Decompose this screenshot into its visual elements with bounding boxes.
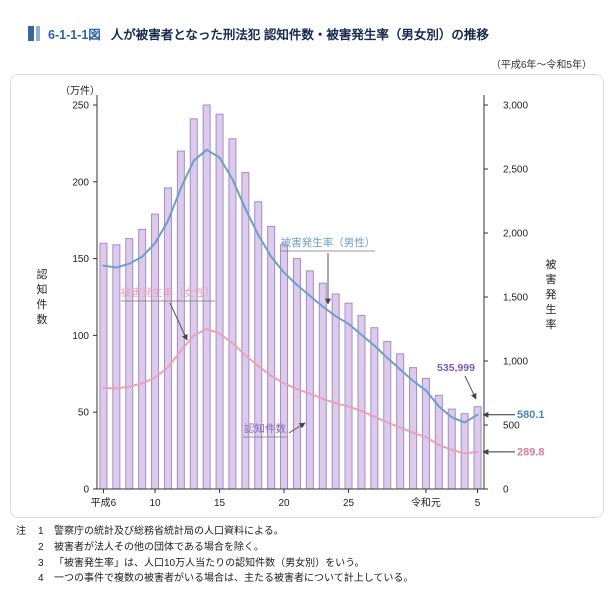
x-tick-label: 10 [149, 498, 161, 509]
female-label-arrow [169, 302, 188, 341]
bar-平成6 [99, 242, 108, 490]
bar-11 [163, 187, 172, 490]
male-rate-line [102, 148, 479, 424]
figure-header: 6-1-1-1図 人が被害者となった刑法犯 認知件数・被害発生率（男女別）の推移 [28, 24, 489, 43]
notes: 注 1 警察庁の統計及び総務省統計局の人口資料による。 2 被害者が法人その他の団体であ… [16, 524, 608, 587]
bars-label-arrow [288, 422, 306, 434]
x-tick-label: 20 [278, 498, 290, 509]
bar-15 [215, 113, 224, 490]
note-text: 警察庁の統計及び総務省統計局の人口資料による。 [54, 526, 284, 537]
female-end-value: 289.8 [517, 446, 545, 458]
bar-4 [460, 413, 469, 490]
bar-29 [396, 353, 405, 490]
note-number: 4 [38, 573, 44, 585]
figure-number: 6-1-1-1図 [48, 28, 101, 42]
left-tick-label: 200 [72, 177, 89, 188]
right-tick-label: 2,500 [503, 165, 528, 176]
bars-label: 認知件数 [244, 422, 286, 435]
note-number: 3 [38, 557, 44, 569]
bar-20 [280, 244, 289, 490]
bar-27 [370, 327, 379, 490]
bar-30 [409, 367, 418, 490]
last-bar-value: 535,999 [437, 362, 475, 374]
right-tick-label: 2,000 [503, 229, 528, 240]
female-rate-line [102, 328, 479, 455]
right-axis-title-char: 被 [546, 258, 557, 271]
notes-label [16, 540, 38, 556]
right-axis-title-char: 生 [546, 302, 557, 316]
right-tick-label: 0 [503, 485, 509, 496]
note-item: 注 1 警察庁の統計及び総務省統計局の人口資料による。 [16, 524, 608, 540]
bar-16 [228, 138, 237, 490]
left-tick-label: 100 [72, 331, 89, 342]
note-number: 1 [38, 526, 44, 537]
left-axis-title-char: 認 [37, 267, 48, 281]
notes-label [16, 571, 38, 587]
x-tick-label: 25 [343, 498, 355, 509]
bar-8 [125, 238, 134, 490]
right-axis-title-char: 発 [546, 287, 557, 301]
left-axis-title-char: 数 [37, 313, 48, 326]
figure-title: 人が被害者となった刑法犯 認知件数・被害発生率（男女別）の推移 [110, 28, 489, 42]
right-tick-label: 500 [503, 421, 520, 432]
right-tick-label: 3,000 [503, 101, 528, 112]
right-axis-title-char: 率 [546, 317, 557, 331]
x-tick-label: 平成6 [91, 497, 117, 509]
left-tick-label: 50 [78, 408, 90, 419]
note-text: 一つの事件で複数の被害者がいる場合は、主たる被害者について計上している。 [54, 573, 414, 585]
note-item: 2 被害者が法人その他の団体である場合を除く。 [16, 540, 608, 556]
x-tick-label: 15 [214, 498, 226, 509]
note-item: 4 一つの事件で複数の被害者がいる場合は、主たる被害者について計上している。 [16, 571, 608, 587]
note-item: 3 「被害発生率」は、人口10万人当たりの認知件数（男女別）をいう。 [16, 556, 608, 572]
male-series-label: 被害発生率（男性） [281, 236, 376, 249]
bar-12 [176, 150, 185, 490]
x-tick-label: 令和元 [411, 496, 441, 509]
note-text: 被害者が法人その他の団体である場合を除く。 [54, 541, 264, 553]
bar-19 [267, 225, 276, 490]
male-end-value: 580.1 [517, 409, 545, 421]
note-number: 2 [38, 541, 44, 553]
left-axis-title-char: 件 [37, 298, 48, 311]
note-text: 「被害発生率」は、人口10万人当たりの認知件数（男女別）をいう。 [54, 557, 365, 569]
bar-7 [112, 244, 121, 490]
bar-13 [189, 118, 198, 490]
last-bar-arrow [464, 375, 477, 400]
left-tick-label: 150 [72, 254, 89, 265]
bar-17 [241, 172, 250, 490]
bar-23 [318, 282, 327, 490]
period-label: （平成6年～令和5年） [490, 60, 592, 71]
notes-label: 注 [16, 526, 26, 537]
bar-18 [254, 201, 263, 490]
left-axis-unit: （万件） [60, 85, 100, 97]
header-accent-icon [28, 26, 40, 41]
right-axis-title-char: 害 [546, 272, 557, 286]
x-tick-label: 5 [475, 498, 481, 509]
bar-25 [344, 302, 353, 490]
bar-22 [305, 270, 314, 490]
accent-bar-light [36, 26, 40, 41]
bar-24 [331, 293, 340, 490]
bar-21 [292, 258, 301, 490]
bar-5 [473, 406, 482, 490]
bar-9 [138, 228, 147, 490]
notes-label [16, 556, 38, 572]
trend-chart: 0 50 100 150 200 250 0 500 1,000 1,500 2,000 2,500 3… [37, 85, 557, 509]
right-tick-label: 1,500 [503, 293, 528, 304]
bar-26 [357, 314, 366, 490]
right-tick-label: 1,000 [503, 357, 528, 368]
female-series-label: 被害発生率（女性） [121, 286, 216, 299]
accent-bar-dark [28, 26, 34, 41]
left-axis-title-char: 知 [37, 282, 48, 296]
left-tick-label: 0 [83, 485, 89, 496]
left-tick-label: 250 [72, 101, 89, 112]
bar-28 [383, 341, 392, 490]
bar-10 [151, 213, 160, 490]
